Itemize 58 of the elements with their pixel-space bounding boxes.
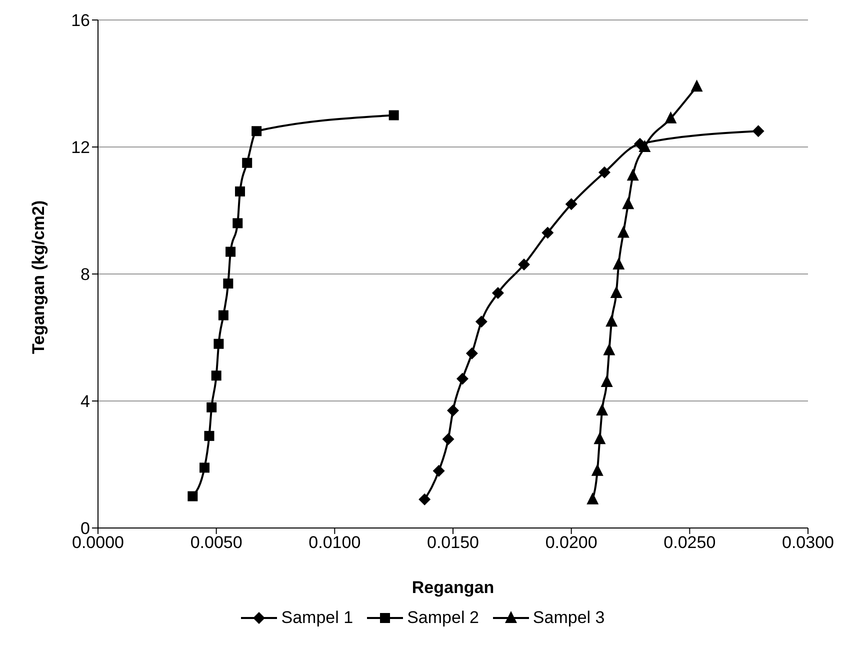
x-tick-label: 0.0250 — [664, 533, 716, 552]
x-tick-label: 0.0050 — [190, 533, 242, 552]
point — [432, 464, 445, 477]
point — [188, 491, 198, 502]
legend-label: Sampel 2 — [407, 608, 479, 628]
point — [617, 226, 630, 238]
x-tick-label: 0.0000 — [72, 533, 124, 552]
point — [223, 278, 234, 289]
point — [456, 372, 468, 385]
point — [232, 218, 243, 228]
point — [492, 287, 504, 300]
legend-label: Sampel 1 — [281, 608, 354, 628]
point — [211, 370, 222, 381]
point — [475, 316, 488, 328]
point — [518, 258, 530, 270]
point — [252, 126, 262, 136]
x-tick-label: 0.0150 — [427, 533, 479, 552]
point — [664, 111, 677, 124]
point — [596, 404, 608, 416]
point — [206, 402, 217, 412]
point — [242, 158, 252, 168]
legend-label: Sampel 3 — [532, 608, 605, 628]
point — [388, 110, 399, 120]
point — [542, 226, 554, 239]
point — [610, 286, 622, 298]
point — [204, 430, 214, 441]
point — [466, 347, 478, 360]
y-tick-label: 12 — [71, 138, 90, 158]
x-tick-label: 0.0100 — [308, 533, 361, 552]
point — [626, 168, 639, 181]
point — [218, 310, 228, 320]
point — [638, 140, 651, 152]
point — [603, 343, 616, 356]
y-tick-label: 4 — [80, 392, 90, 412]
point — [447, 404, 459, 417]
y-axis-title: Tegangan (kg/cm2) — [29, 200, 48, 354]
point — [565, 198, 578, 210]
point — [606, 314, 618, 327]
y-tick-label: 16 — [71, 11, 90, 30]
y-tick-label: 8 — [80, 265, 90, 284]
point — [418, 493, 431, 506]
point — [214, 338, 224, 349]
point — [752, 125, 764, 138]
point — [442, 433, 454, 446]
point — [226, 246, 236, 257]
point — [622, 197, 634, 210]
x-tick-label: 0.0200 — [545, 533, 598, 552]
point — [200, 462, 210, 473]
point — [235, 186, 245, 196]
point — [600, 374, 613, 387]
x-tick-label: 0.0300 — [782, 533, 834, 552]
point — [594, 432, 606, 444]
point — [598, 166, 610, 178]
point — [690, 80, 703, 92]
x-axis-title: Regangan — [412, 578, 494, 597]
point — [591, 464, 604, 476]
point — [586, 492, 599, 504]
point — [612, 257, 625, 270]
